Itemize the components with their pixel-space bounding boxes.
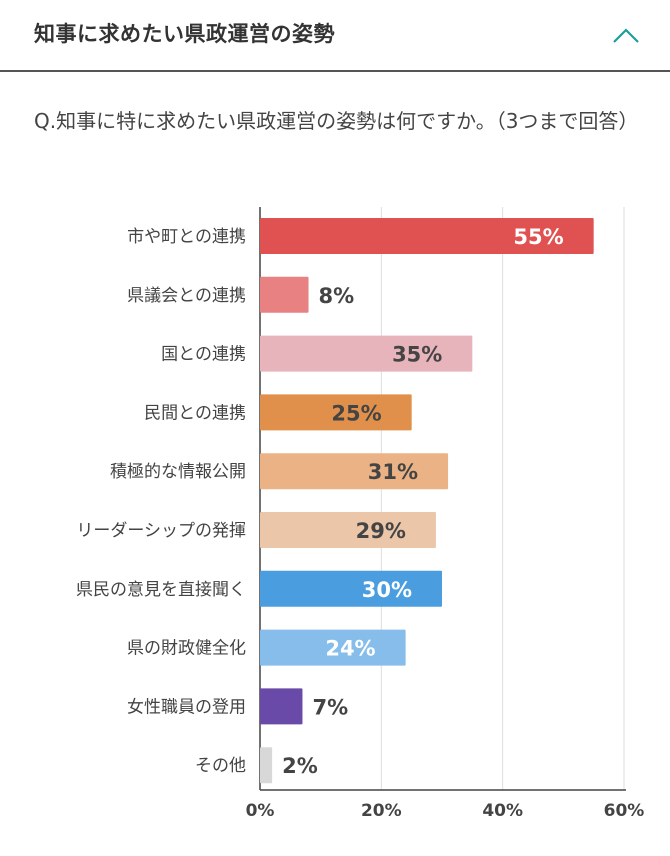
accordion-header[interactable]: 知事に求めたい県政運営の姿勢 [0,0,670,72]
category-label: 市や町との連携 [127,227,246,247]
data-label: 30% [362,578,412,602]
bar [260,512,436,548]
data-label: 35% [392,343,442,367]
chevron-up-icon[interactable] [612,26,640,46]
data-label: 2% [282,754,318,778]
section-title: 知事に求めたい県政運営の姿勢 [34,22,335,46]
bar [260,394,412,431]
data-label: 31% [368,460,418,484]
bar [260,747,273,784]
bar [260,218,594,254]
category-label: 女性職員の登用 [127,697,246,717]
data-label: 29% [356,519,406,543]
category-label: 県議会との連携 [127,286,246,306]
category-label: 積極的な情報公開 [110,462,246,482]
bar [260,453,449,490]
x-tick-label: 60% [604,801,645,821]
category-label: 県の財政健全化 [127,639,246,659]
category-label: 民間との連携 [144,403,246,423]
category-label: その他 [195,756,246,776]
x-tick-label: 0% [246,801,275,821]
bar [260,688,303,725]
question-text: Q.知事に特に求めたい県政運営の姿勢は何ですか。（3つまで回答） [34,109,639,133]
category-label: リーダーシップの発揮 [76,521,246,541]
x-tick-label: 40% [482,801,523,821]
data-label: 25% [331,401,381,425]
bar [260,276,309,313]
data-label: 8% [319,284,355,308]
data-label: 24% [325,637,375,661]
bar [260,629,406,666]
data-label: 55% [513,225,563,249]
bar [260,570,442,607]
bar [260,335,473,372]
data-label: 7% [312,695,348,719]
x-tick-label: 20% [361,801,402,821]
category-label: 県民の意見を直接聞く [76,580,246,600]
category-label: 国との連携 [161,345,246,365]
